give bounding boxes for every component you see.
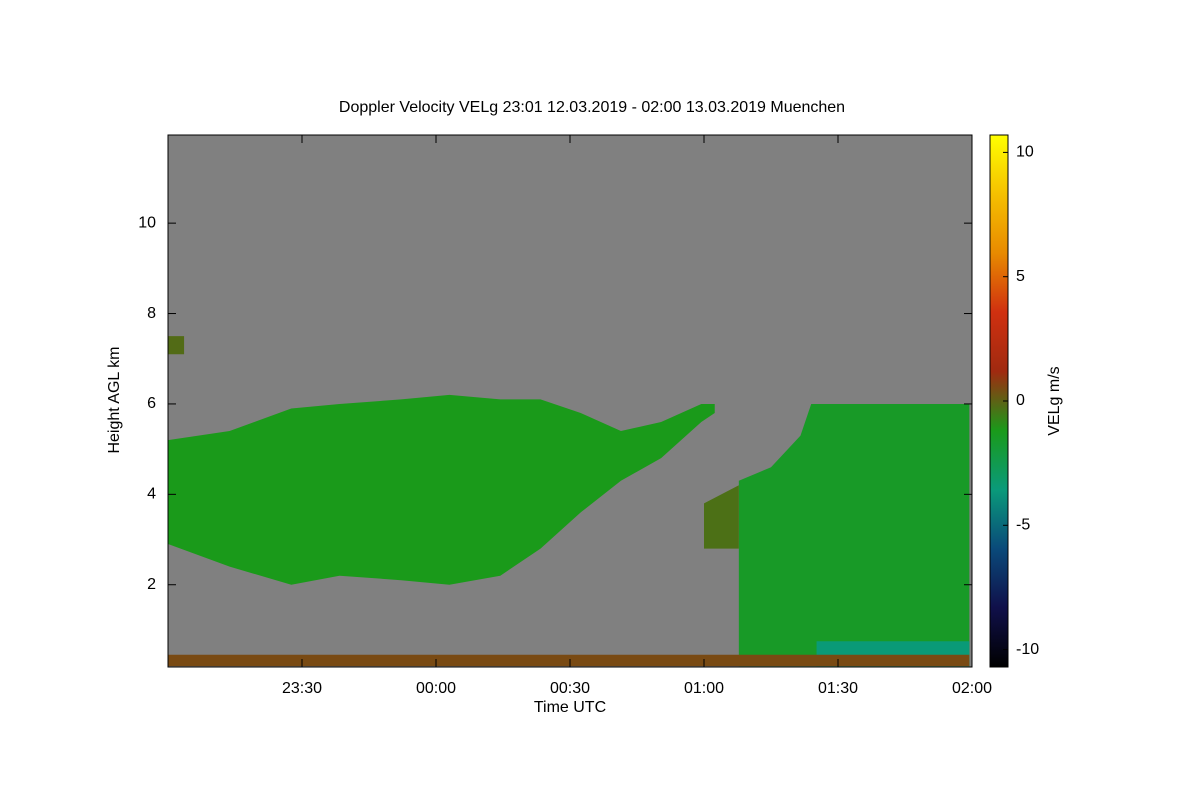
colorbar-tick-label: 5 (1016, 268, 1025, 285)
x-tick-label: 01:00 (684, 680, 724, 697)
y-tick-label: 6 (147, 395, 156, 412)
x-tick-label: 02:00 (952, 680, 992, 697)
chart-title: Doppler Velocity VELg 23:01 12.03.2019 -… (339, 99, 845, 116)
velocity-layer (738, 403, 970, 667)
colorbar-tick-label: 0 (1016, 392, 1025, 409)
x-tick-label: 00:30 (550, 680, 590, 697)
colorbar-tick-label: -5 (1016, 517, 1030, 534)
y-axis-label: Height AGL km (106, 346, 123, 453)
velocity-layer (168, 336, 185, 355)
layers (168, 336, 970, 667)
velocity-layer (704, 485, 739, 549)
velocity-layer (168, 654, 970, 667)
colorbar-tick-label: -10 (1016, 641, 1039, 658)
y-tick-label: 8 (147, 305, 156, 322)
x-axis-label: Time UTC (534, 699, 606, 716)
colorbar-label: VELg m/s (1046, 366, 1063, 435)
colorbar-tick-label: 10 (1016, 144, 1034, 161)
x-tick-label: 01:30 (818, 680, 858, 697)
x-tick-label: 00:00 (416, 680, 456, 697)
x-tick-label: 23:30 (282, 680, 322, 697)
y-tick-label: 4 (147, 486, 156, 503)
velocity-layer (168, 394, 715, 585)
y-tick-label: 10 (138, 214, 156, 231)
y-tick-label: 2 (147, 576, 156, 593)
